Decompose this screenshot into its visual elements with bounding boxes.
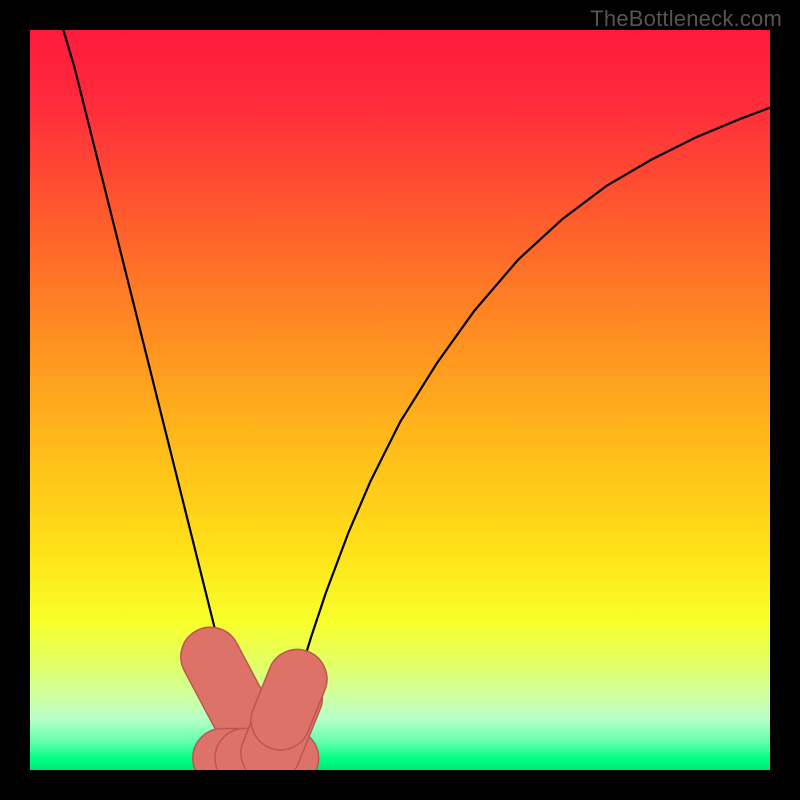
chart-container [30,30,770,770]
bottleneck-curve-chart [30,30,770,770]
watermark-text: TheBottleneck.com [590,6,782,32]
gradient-background [30,30,770,770]
